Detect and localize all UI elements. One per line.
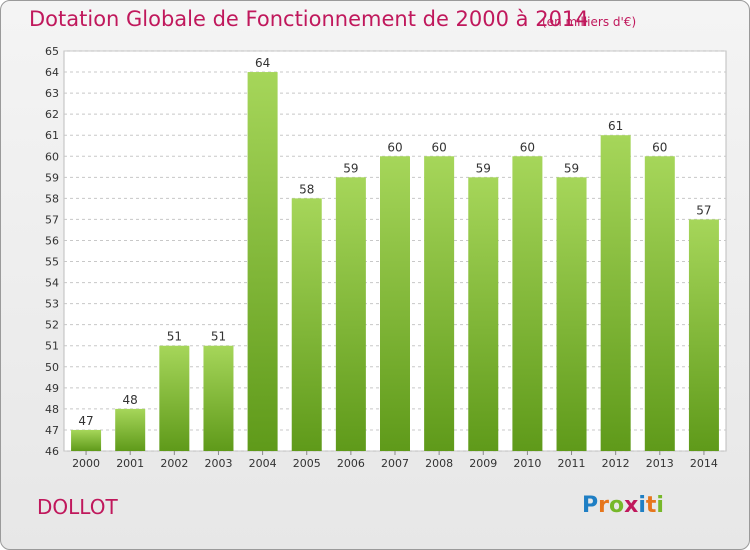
bar — [159, 345, 190, 451]
bar-value-label: 59 — [564, 161, 579, 175]
bar — [380, 156, 410, 451]
bar-value-label: 51 — [211, 330, 226, 344]
x-tick-label: 2004 — [249, 457, 277, 470]
bar — [203, 345, 234, 451]
bar — [335, 177, 366, 451]
bar-value-label: 47 — [78, 414, 93, 428]
x-tick-label: 2014 — [690, 457, 718, 470]
y-tick-label: 53 — [45, 298, 59, 311]
y-tick-label: 63 — [45, 87, 59, 100]
y-tick-label: 46 — [45, 445, 59, 458]
bar-value-label: 48 — [123, 393, 138, 407]
x-tick-label: 2007 — [381, 457, 409, 470]
y-tick-label: 57 — [45, 213, 59, 226]
bar-value-label: 57 — [696, 203, 711, 217]
y-tick-label: 58 — [45, 192, 59, 205]
y-tick-label: 61 — [45, 129, 59, 142]
x-tick-label: 2006 — [337, 457, 365, 470]
bar-value-label: 51 — [167, 330, 182, 344]
y-tick-label: 50 — [45, 361, 59, 374]
bar — [512, 156, 543, 451]
x-tick-label: 2001 — [116, 457, 144, 470]
chart-unit: (en milliers d'€) — [542, 15, 637, 29]
bar-value-label: 60 — [520, 140, 535, 154]
y-tick-label: 54 — [45, 277, 59, 290]
x-tick-label: 2013 — [646, 457, 674, 470]
x-tick-label: 2009 — [469, 457, 497, 470]
x-tick-label: 2008 — [425, 457, 453, 470]
y-tick-label: 48 — [45, 403, 59, 416]
bar-value-label: 60 — [387, 140, 402, 154]
bar — [600, 135, 631, 452]
bar-value-label: 59 — [343, 161, 358, 175]
bar — [644, 156, 675, 451]
y-tick-label: 47 — [45, 424, 59, 437]
bar-value-label: 60 — [652, 140, 667, 154]
bar-value-label: 59 — [476, 161, 491, 175]
y-tick-label: 64 — [45, 66, 59, 79]
bar — [247, 72, 278, 451]
bar-value-label: 60 — [431, 140, 446, 154]
bar — [688, 219, 719, 451]
y-tick-label: 49 — [45, 382, 59, 395]
y-tick-label: 62 — [45, 108, 59, 121]
bar — [115, 408, 146, 451]
y-tick-label: 56 — [45, 234, 59, 247]
x-tick-label: 2000 — [72, 457, 100, 470]
bar — [556, 177, 587, 451]
y-tick-label: 51 — [45, 340, 59, 353]
x-tick-label: 2011 — [558, 457, 586, 470]
y-tick-label: 65 — [45, 45, 59, 58]
commune-name: DOLLOT — [37, 495, 118, 519]
bar — [468, 177, 499, 451]
y-tick-label: 59 — [45, 171, 59, 184]
x-tick-label: 2012 — [602, 457, 630, 470]
x-tick-label: 2003 — [204, 457, 232, 470]
bar — [424, 156, 455, 451]
bar-value-label: 61 — [608, 119, 623, 133]
bar — [291, 198, 322, 451]
proxiti-logo: Proxiti — [582, 493, 664, 518]
x-tick-label: 2002 — [160, 457, 188, 470]
y-tick-label: 55 — [45, 256, 59, 269]
x-tick-label: 2005 — [293, 457, 321, 470]
y-tick-label: 52 — [45, 319, 59, 332]
bar — [71, 429, 102, 451]
bar-value-label: 64 — [255, 56, 270, 70]
x-tick-label: 2010 — [513, 457, 541, 470]
bar-value-label: 58 — [299, 182, 314, 196]
chart-title: Dotation Globale de Fonctionnement de 20… — [29, 7, 589, 31]
y-tick-label: 60 — [45, 150, 59, 163]
